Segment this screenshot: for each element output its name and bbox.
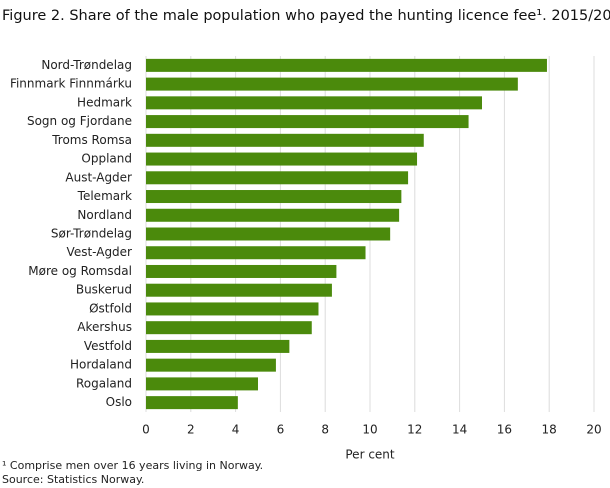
bar — [146, 246, 366, 260]
x-tick-label: 2 — [187, 423, 195, 437]
x-tick-label: 16 — [497, 423, 512, 437]
x-tick-label: 4 — [232, 423, 240, 437]
y-tick-label: Rogaland — [76, 376, 132, 390]
y-tick-label: Møre og Romsdal — [28, 264, 132, 278]
bar — [146, 58, 547, 72]
y-tick-label: Oslo — [106, 395, 132, 409]
x-tick-label: 6 — [277, 423, 285, 437]
x-axis-label: Per cent — [345, 448, 395, 462]
y-tick-label: Buskerud — [76, 283, 132, 297]
y-tick-label: Aust-Agder — [65, 170, 132, 184]
bar — [146, 171, 409, 185]
x-tick-label: 10 — [362, 423, 377, 437]
footnote: ¹ Comprise men over 16 years living in N… — [2, 459, 263, 472]
x-tick-label: 14 — [452, 423, 467, 437]
y-tick-label: Hedmark — [77, 95, 132, 109]
source-note: Source: Statistics Norway. — [2, 473, 144, 486]
y-tick-label: Nord-Trøndelag — [41, 58, 132, 72]
y-tick-label: Oppland — [81, 152, 132, 166]
bar — [146, 227, 391, 241]
x-tick-label: 12 — [407, 423, 422, 437]
bar — [146, 321, 312, 335]
bar — [146, 133, 424, 147]
y-tick-label: Troms Romsa — [51, 133, 132, 147]
chart-title: Figure 2. Share of the male population w… — [2, 8, 610, 24]
bar — [146, 115, 469, 129]
y-tick-label: Akershus — [77, 320, 132, 334]
bar — [146, 96, 482, 110]
y-tick-label: Vestfold — [84, 339, 132, 353]
y-tick-label: Finnmark Finnmárku — [10, 77, 132, 91]
bar — [146, 396, 238, 410]
bar — [146, 283, 332, 297]
y-tick-label: Nordland — [77, 208, 132, 222]
y-tick-label: Hordaland — [70, 358, 132, 372]
bar — [146, 302, 319, 316]
bar — [146, 77, 518, 91]
bar — [146, 190, 402, 204]
bar — [146, 152, 418, 166]
x-tick-label: 20 — [586, 423, 601, 437]
x-tick-label: 18 — [542, 423, 557, 437]
bar — [146, 377, 258, 391]
bar — [146, 264, 337, 278]
x-tick-label: 8 — [321, 423, 329, 437]
bar — [146, 358, 276, 372]
y-tick-label: Telemark — [77, 189, 132, 203]
y-tick-label: Vest-Agder — [67, 245, 133, 259]
bar — [146, 339, 290, 353]
y-tick-label: Østfold — [89, 301, 132, 315]
x-tick-label: 0 — [142, 423, 150, 437]
bar — [146, 208, 400, 222]
y-tick-label: Sør-Trøndelag — [51, 227, 132, 241]
y-tick-label: Sogn og Fjordane — [27, 114, 132, 128]
